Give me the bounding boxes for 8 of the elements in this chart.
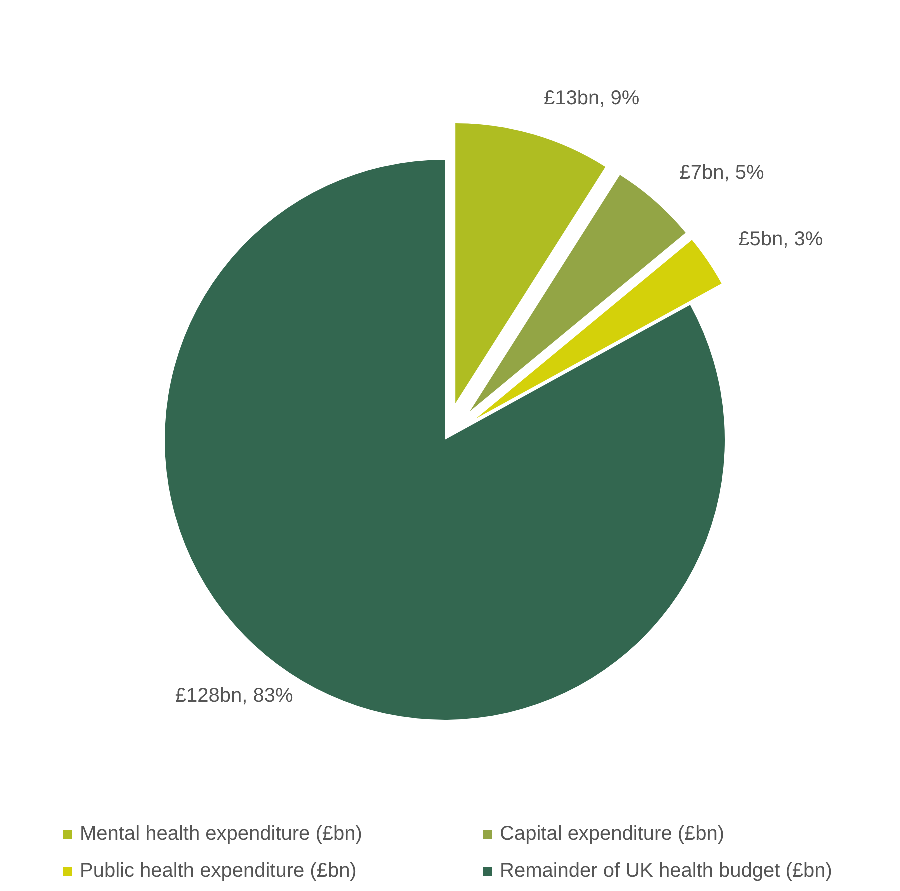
legend-label: Mental health expenditure (£bn): [80, 823, 362, 846]
legend-label: Remainder of UK health budget (£bn): [500, 860, 832, 883]
legend-label: Public health expenditure (£bn): [80, 860, 357, 883]
legend-label: Capital expenditure (£bn): [500, 823, 725, 846]
data-label: £128bn, 83%: [175, 684, 294, 707]
data-label: £5bn, 3%: [738, 228, 824, 251]
data-label: £7bn, 5%: [680, 162, 764, 184]
data-label: £13bn, 9%: [544, 87, 640, 110]
